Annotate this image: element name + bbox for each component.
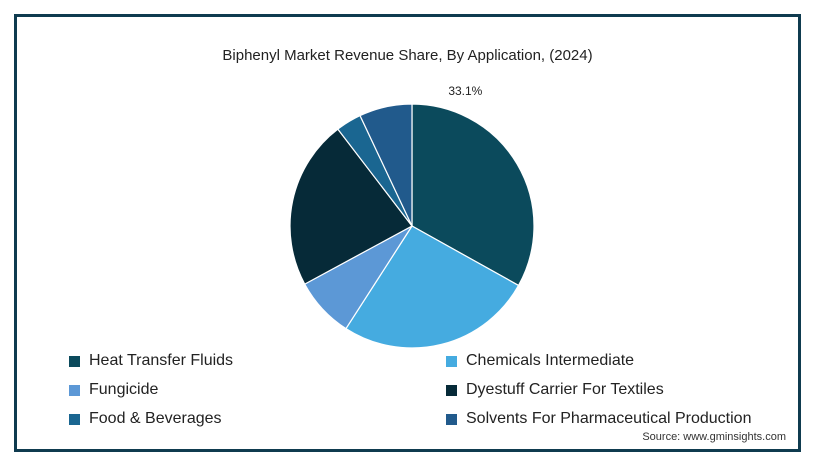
legend-swatch: [69, 355, 80, 367]
legend-item: Solvents For Pharmaceutical Production: [446, 409, 789, 429]
legend-label: Heat Transfer Fluids: [89, 352, 234, 369]
legend-label: Food & Beverages: [89, 410, 222, 427]
legend-label: Chemicals Intermediate: [466, 352, 635, 369]
legend-item: Food & Beverages: [69, 409, 446, 429]
legend-label: Fungicide: [89, 381, 159, 398]
legend-swatch: [446, 355, 457, 367]
legend-item: Chemicals Intermediate: [446, 351, 789, 371]
source-note: Source: www.gminsights.com: [642, 431, 786, 443]
pie-slice-1: [345, 225, 520, 349]
chart-frame: Biphenyl Market Revenue Share, By Applic…: [14, 14, 801, 452]
legend-swatch: [446, 384, 457, 396]
legend-label: Solvents For Pharmaceutical Production: [466, 410, 752, 427]
legend-swatch: [446, 413, 457, 425]
pie-slice-5: [359, 103, 413, 227]
chart-legend: Heat Transfer Fluids Chemicals Intermedia…: [69, 351, 789, 429]
pie-slice-0: [411, 103, 535, 287]
pie-chart: 33.1%: [289, 84, 535, 349]
legend-item: Fungicide: [69, 380, 446, 400]
slice-data-label: 33.1%: [448, 84, 482, 98]
legend-label: Dyestuff Carrier For Textiles: [466, 381, 664, 398]
chart-title: Biphenyl Market Revenue Share, By Applic…: [222, 47, 593, 64]
pie-slice-3: [289, 128, 413, 285]
legend-item: Heat Transfer Fluids: [69, 351, 446, 371]
legend-swatch: [69, 413, 80, 425]
legend-swatch: [69, 384, 80, 396]
legend-item: Dyestuff Carrier For Textiles: [446, 380, 789, 400]
